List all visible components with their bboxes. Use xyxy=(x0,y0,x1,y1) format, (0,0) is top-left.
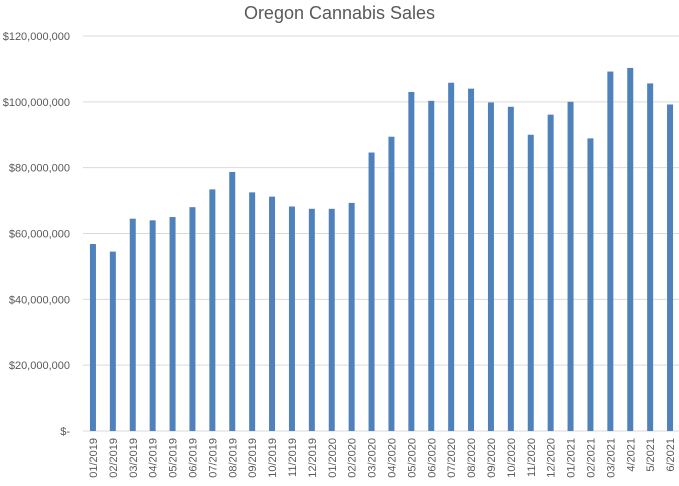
x-tick-label: 10/2019 xyxy=(267,438,279,478)
bar xyxy=(89,244,96,431)
bar xyxy=(328,208,335,431)
y-tick-label: $80,000,000 xyxy=(9,163,70,175)
bar xyxy=(408,91,415,431)
x-tick-label: 07/2020 xyxy=(446,438,458,478)
x-tick-label: 09/2019 xyxy=(247,438,259,478)
x-tick-label: 03/2020 xyxy=(367,438,379,478)
x-tick-label: 04/2019 xyxy=(148,438,160,478)
x-tick-label: 08/2020 xyxy=(466,438,478,478)
x-tick-label: 02/2019 xyxy=(108,438,120,478)
bar xyxy=(567,101,574,431)
bar xyxy=(129,218,136,431)
x-tick-label: 01/2019 xyxy=(88,438,100,478)
bar xyxy=(169,217,176,431)
bar xyxy=(288,206,295,431)
x-tick-label: 03/2021 xyxy=(605,438,617,478)
y-tick-label: $40,000,000 xyxy=(9,294,70,306)
x-tick-label: 11/2020 xyxy=(526,438,538,477)
x-tick-label: 05/2020 xyxy=(406,438,418,478)
bar xyxy=(229,171,236,431)
x-tick-label: 09/2020 xyxy=(486,438,498,478)
bar xyxy=(627,67,634,431)
bar xyxy=(487,102,494,431)
x-tick-label: 03/2019 xyxy=(128,438,140,478)
x-tick-label: 04/2020 xyxy=(386,438,398,478)
x-tick-label: 6/2021 xyxy=(665,438,677,472)
x-tick-label: 11/2019 xyxy=(287,438,299,477)
x-tick-label: 4/2021 xyxy=(625,438,637,472)
bar xyxy=(348,202,355,431)
x-tick-label: 05/2019 xyxy=(168,438,180,478)
bar xyxy=(249,192,256,431)
y-tick-label: $60,000,000 xyxy=(9,229,70,241)
x-tick-label: 5/2021 xyxy=(645,438,657,472)
bar xyxy=(269,196,276,431)
bar xyxy=(507,106,514,431)
x-tick-label: 02/2021 xyxy=(585,438,597,478)
x-tick-label: 08/2019 xyxy=(227,438,239,478)
y-tick-label: $- xyxy=(60,426,70,438)
bar xyxy=(189,207,196,431)
bar xyxy=(647,83,654,432)
x-tick-label: 12/2020 xyxy=(546,438,558,478)
bar xyxy=(308,208,315,431)
y-tick-label: $20,000,000 xyxy=(9,360,70,372)
bar xyxy=(149,220,156,431)
chart-title: Oregon Cannabis Sales xyxy=(243,3,436,23)
bar xyxy=(607,71,614,432)
x-tick-label: 12/2019 xyxy=(307,438,319,478)
bar xyxy=(587,138,594,431)
x-tick-label: 01/2020 xyxy=(327,438,339,478)
x-tick-label: 10/2020 xyxy=(506,438,518,478)
x-tick-label: 01/2021 xyxy=(566,438,578,478)
bar xyxy=(527,134,534,431)
bar xyxy=(209,189,216,431)
bar xyxy=(547,114,554,431)
y-tick-label: $100,000,000 xyxy=(3,97,70,109)
x-tick-label: 06/2019 xyxy=(187,438,199,478)
bar xyxy=(109,251,116,431)
bar xyxy=(388,136,395,431)
bar xyxy=(368,152,375,431)
y-tick-label: $120,000,000 xyxy=(3,31,70,43)
x-tick-label: 02/2020 xyxy=(347,438,359,478)
bar xyxy=(448,82,455,431)
bar xyxy=(667,104,674,431)
bar xyxy=(428,100,435,432)
x-tick-label: 07/2019 xyxy=(207,438,219,478)
bar xyxy=(468,88,475,432)
x-tick-label: 06/2020 xyxy=(426,438,438,478)
